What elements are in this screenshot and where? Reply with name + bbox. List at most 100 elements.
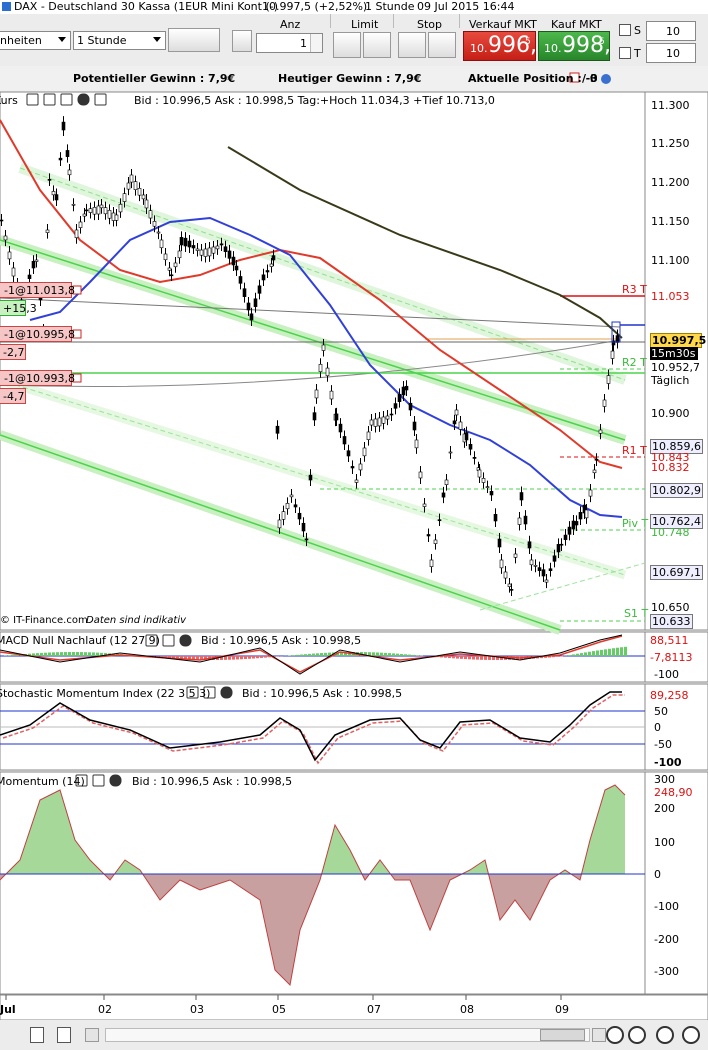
order-box[interactable] <box>0 370 72 386</box>
macd-histogram <box>476 656 479 660</box>
candle-body <box>485 486 490 488</box>
macd-histogram <box>164 656 167 658</box>
current-position: Aktuelle Position : -3 <box>468 72 598 85</box>
candle-body <box>358 463 363 471</box>
order-box[interactable] <box>0 326 72 342</box>
macd-histogram <box>624 646 627 656</box>
order-label[interactable]: -1@10.993,8 <box>4 372 75 385</box>
order-label[interactable]: -1@11.013,8 <box>4 284 75 297</box>
price-axis-label: 10.748 <box>651 526 690 539</box>
macd-histogram <box>252 656 255 659</box>
position-suffix: / 0 <box>582 72 598 85</box>
candle-body <box>58 157 63 161</box>
macd-histogram <box>36 653 39 656</box>
buy-button[interactable] <box>538 31 610 61</box>
candle-body <box>537 567 542 571</box>
momentum-axis-label: 248,90 <box>654 786 693 799</box>
title-timeframe: 1 Stunde <box>365 0 415 13</box>
candle-body <box>458 421 463 430</box>
candle-body <box>529 559 534 566</box>
order-label[interactable]: -1@10.995,8 <box>4 328 75 341</box>
candle-body <box>610 350 615 359</box>
candle-body <box>342 436 347 445</box>
candle-body <box>88 208 93 213</box>
limit-buy-button[interactable] <box>333 32 361 58</box>
stop-sell-button[interactable] <box>428 32 456 58</box>
candle-body <box>242 288 247 297</box>
order-box[interactable] <box>0 282 72 298</box>
candle-body <box>191 245 196 249</box>
scroll-arrow[interactable] <box>85 1028 99 1042</box>
macd-histogram <box>316 653 319 656</box>
candle-body <box>187 240 192 248</box>
order-pnl-box <box>0 344 26 360</box>
candle-body <box>27 274 32 279</box>
momentum-axis-label: -300 <box>654 965 679 978</box>
candle-body <box>304 538 309 541</box>
macd-histogram <box>296 654 299 656</box>
s-checkbox[interactable] <box>619 24 631 36</box>
candle-body <box>126 182 131 190</box>
price-axis-label: 10.997,5 <box>650 333 707 348</box>
macd-histogram <box>260 656 263 658</box>
stop-buy-button[interactable] <box>398 32 426 58</box>
qty-spinner[interactable] <box>310 34 322 52</box>
chart-type-button[interactable] <box>168 28 220 52</box>
macd-histogram <box>336 652 339 656</box>
scroll-arrow[interactable] <box>592 1028 606 1042</box>
limit-label: Limit <box>351 18 379 31</box>
macd-histogram <box>384 652 387 656</box>
macd-histogram <box>16 654 19 656</box>
zoom-button[interactable] <box>606 1026 624 1044</box>
macd-histogram <box>408 654 411 656</box>
x-axis-label: 03 <box>190 1003 204 1016</box>
unit-select[interactable] <box>0 31 71 50</box>
macd-axis-label: 88,511 <box>650 634 689 647</box>
candle-body <box>92 207 97 215</box>
nav-button[interactable] <box>30 1027 44 1043</box>
timeframe-select-text[interactable]: 1 Stunde <box>77 34 127 47</box>
trend-channel-dash <box>0 379 626 576</box>
candle-body <box>163 253 168 261</box>
macd-histogram <box>184 656 187 660</box>
macd-histogram <box>556 656 559 657</box>
price-quote: Bid : 10.996,5 Ask : 10.998,5 Tag:+Hoch … <box>134 94 495 107</box>
reference-curve <box>0 339 621 388</box>
s-input[interactable] <box>646 21 696 41</box>
candle-body <box>325 367 330 377</box>
macd-histogram <box>460 656 463 659</box>
close-icon <box>220 686 233 699</box>
macd-histogram <box>236 656 239 660</box>
candle-body <box>84 209 89 212</box>
panel-background <box>0 91 646 631</box>
settings-button[interactable] <box>232 30 252 52</box>
zoom-button[interactable] <box>656 1026 674 1044</box>
price-axis-label: 10.802,9 <box>650 483 703 498</box>
pivot-label: R3 T <box>622 283 647 296</box>
macd-histogram <box>444 656 447 658</box>
macd-signal <box>0 635 623 673</box>
scrollbar-thumb[interactable] <box>540 1029 585 1041</box>
order-pnl: -2,7 <box>3 346 25 359</box>
zoom-button[interactable] <box>628 1026 646 1044</box>
macd-histogram <box>380 652 383 656</box>
t-checkbox[interactable] <box>619 47 631 59</box>
candle-body <box>215 245 220 250</box>
sell-button[interactable] <box>463 31 536 61</box>
timeframe-select[interactable] <box>73 31 166 50</box>
candle-body <box>177 250 182 259</box>
zoom-button[interactable] <box>682 1026 700 1044</box>
candle-body <box>249 313 254 321</box>
qty-input[interactable] <box>256 33 323 53</box>
limit-sell-button[interactable] <box>363 32 391 58</box>
macd-histogram <box>320 653 323 656</box>
unit-select-text[interactable]: nheiten <box>0 34 42 47</box>
candle-body <box>401 386 406 396</box>
macd-histogram <box>248 656 251 659</box>
nav-button[interactable] <box>57 1027 71 1043</box>
candle-body <box>159 239 164 249</box>
t-input[interactable] <box>646 43 696 63</box>
wrench-icon <box>26 93 39 106</box>
macd-histogram <box>544 656 547 658</box>
macd-histogram <box>568 655 571 656</box>
